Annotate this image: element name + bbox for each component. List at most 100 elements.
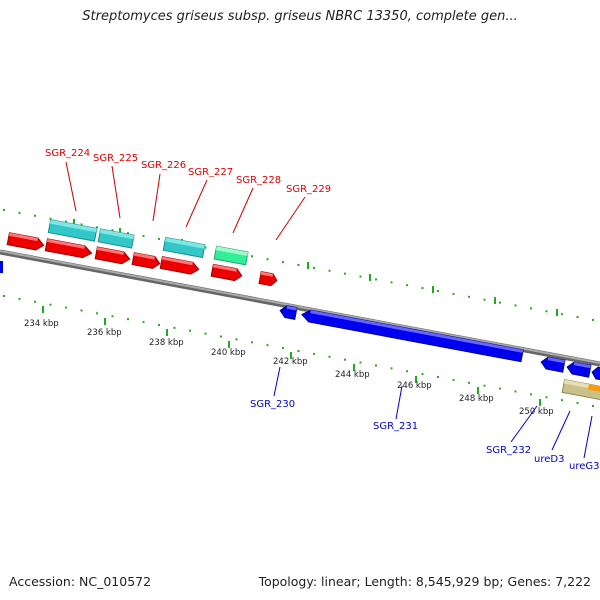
gene-label-sgr-230[interactable]: SGR_230 bbox=[250, 399, 295, 410]
scale-dot bbox=[49, 303, 52, 306]
scale-dot bbox=[189, 329, 191, 332]
scale-dot bbox=[452, 378, 455, 381]
gene-label-sgr-224[interactable]: SGR_224 bbox=[45, 148, 90, 159]
scale-dot bbox=[158, 323, 160, 326]
genome-title: Streptomyces griseus subsp. griseus NBRC… bbox=[82, 9, 518, 24]
scale-dot bbox=[359, 361, 362, 364]
scale-dot bbox=[499, 301, 501, 304]
gene-label-sgr-229[interactable]: SGR_229 bbox=[286, 184, 331, 195]
scale-dot bbox=[561, 399, 563, 402]
top-gene-labels: SGR_224 SGR_225 SGR_226 SGR_227 SGR_228 … bbox=[45, 148, 331, 195]
scale-dot bbox=[344, 272, 346, 275]
scale-ticks bbox=[42, 219, 558, 406]
scale-dot bbox=[530, 307, 532, 310]
scale-dot bbox=[437, 290, 439, 293]
gene-arrow-sgr-226[interactable] bbox=[131, 252, 161, 270]
scale-dot bbox=[390, 367, 393, 370]
gene-arrow-sgr-231[interactable] bbox=[301, 309, 524, 363]
gene-label-ureg3[interactable]: ureG3 bbox=[569, 461, 600, 472]
accession-label: Accession: NC_010572 bbox=[9, 574, 152, 589]
scale-dot bbox=[266, 258, 269, 261]
cds-feature-sgr-224[interactable] bbox=[47, 219, 98, 242]
scale-dot bbox=[127, 232, 129, 235]
scale-dot bbox=[80, 309, 83, 312]
scale-dot bbox=[204, 332, 207, 335]
scale-dot bbox=[34, 300, 36, 303]
scale-dot bbox=[266, 344, 269, 347]
scale-dot bbox=[545, 396, 548, 399]
scale-dot bbox=[18, 211, 21, 214]
scale-dot bbox=[96, 312, 98, 315]
scale-dot bbox=[328, 269, 331, 272]
scale-dot bbox=[592, 404, 594, 407]
scale-dot bbox=[468, 381, 470, 384]
scale-label: 236 kbp bbox=[87, 328, 122, 338]
cds-feature-sgr-228[interactable] bbox=[213, 245, 249, 266]
scale-dot bbox=[142, 321, 145, 324]
gene-arrow-sgr-228[interactable] bbox=[210, 263, 243, 282]
scale-dot bbox=[452, 292, 455, 295]
gene-arrow-sgr-224[interactable] bbox=[44, 238, 93, 259]
gene-arrow-sgr-223[interactable] bbox=[6, 232, 45, 251]
scale-dot bbox=[514, 390, 517, 393]
gene-arrow-ured3[interactable] bbox=[566, 361, 592, 378]
gene-label-ured3[interactable]: ureD3 bbox=[534, 454, 564, 465]
scale-dot bbox=[142, 235, 145, 238]
gene-arrow-sgr-225[interactable] bbox=[94, 246, 131, 265]
scale-label: 242 kbp bbox=[273, 357, 308, 367]
gene-arrow-sgr-229[interactable] bbox=[258, 271, 278, 287]
gene-arrow-edge-left[interactable] bbox=[0, 261, 3, 273]
scale-dot bbox=[545, 310, 548, 313]
gene-label-sgr-231[interactable]: SGR_231 bbox=[373, 421, 418, 432]
scale-dot bbox=[204, 246, 207, 249]
scale-dot bbox=[235, 338, 238, 341]
genome-summary: Topology: linear; Length: 8,545,929 bp; … bbox=[258, 574, 591, 589]
scale-dot bbox=[514, 304, 517, 307]
scale-dot bbox=[359, 275, 362, 278]
scale-label: 250 kbp bbox=[519, 407, 554, 417]
cds-feature-sgr-225[interactable] bbox=[97, 228, 135, 249]
scale-dot bbox=[297, 263, 300, 266]
scale-dot bbox=[561, 313, 563, 316]
scale-dot bbox=[251, 255, 253, 258]
gene-label-sgr-225[interactable]: SGR_225 bbox=[93, 153, 138, 164]
scale-dot bbox=[390, 281, 393, 284]
scale-labels: 234 kbp 236 kbp 238 kbp 240 kbp 242 kbp … bbox=[24, 319, 554, 417]
scale-label: 246 kbp bbox=[397, 381, 432, 391]
reverse-gene-track bbox=[0, 261, 600, 382]
scale-dot bbox=[282, 347, 284, 350]
lower-scale-dots bbox=[3, 295, 594, 407]
highlight-feature[interactable] bbox=[587, 384, 600, 392]
gene-arrow-sgr-227[interactable] bbox=[159, 256, 200, 276]
gene-label-sgr-232[interactable]: SGR_232 bbox=[486, 445, 531, 456]
scale-dot bbox=[406, 284, 408, 287]
scale-dot bbox=[530, 393, 532, 396]
scale-dot bbox=[576, 402, 579, 405]
gene-arrow-sgr-232[interactable] bbox=[540, 356, 566, 373]
scale-dot bbox=[34, 214, 36, 217]
scale-dot bbox=[65, 306, 67, 309]
gene-label-sgr-227[interactable]: SGR_227 bbox=[188, 167, 233, 178]
scale-dot bbox=[375, 364, 377, 367]
scale-dot bbox=[96, 226, 98, 229]
cds-feature-sgr-227[interactable] bbox=[162, 236, 206, 259]
gene-label-sgr-228[interactable]: SGR_228 bbox=[236, 175, 281, 186]
feature-track-upper bbox=[47, 219, 249, 266]
scale-dot bbox=[344, 358, 346, 361]
gene-label-sgr-226[interactable]: SGR_226 bbox=[141, 160, 186, 171]
bottom-label-leaders bbox=[273, 366, 593, 459]
scale-dot bbox=[483, 384, 486, 387]
gene-arrow-ureg3[interactable] bbox=[591, 366, 600, 382]
scale-dot bbox=[282, 261, 284, 264]
scale-dot bbox=[468, 295, 470, 298]
scale-label: 238 kbp bbox=[149, 338, 184, 348]
scale-dot bbox=[49, 217, 52, 220]
scale-dot bbox=[80, 223, 83, 226]
scale-dot bbox=[592, 318, 594, 321]
scale-label: 240 kbp bbox=[211, 348, 246, 358]
scale-dot bbox=[328, 355, 331, 358]
scale-dot bbox=[251, 341, 253, 344]
scale-dot bbox=[313, 352, 315, 355]
gene-arrow-sgr-230[interactable] bbox=[279, 305, 298, 320]
